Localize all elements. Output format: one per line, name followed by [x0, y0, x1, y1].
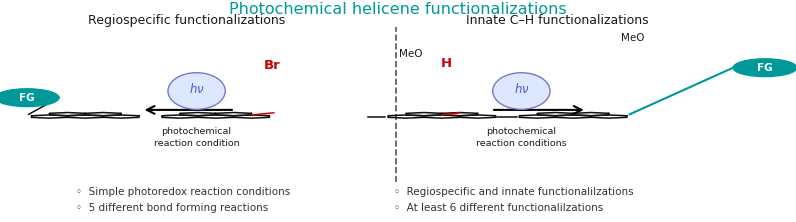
Text: ◦  5 different bond forming reactions: ◦ 5 different bond forming reactions — [76, 202, 268, 213]
Text: ◦  At least 6 different functionalilzations: ◦ At least 6 different functionalilzatio… — [394, 202, 603, 213]
Text: MeO: MeO — [399, 49, 423, 59]
Text: MeO: MeO — [621, 33, 645, 43]
Ellipse shape — [168, 73, 225, 109]
Text: Innate C–H functionalizations: Innate C–H functionalizations — [466, 14, 649, 28]
Circle shape — [733, 59, 796, 77]
Text: ◦  Simple photoredox reaction conditions: ◦ Simple photoredox reaction conditions — [76, 187, 290, 197]
Text: H: H — [441, 57, 452, 70]
Text: Br: Br — [263, 59, 281, 72]
Text: Photochemical helicene functionalizations: Photochemical helicene functionalization… — [229, 2, 567, 17]
Text: FG: FG — [19, 93, 35, 103]
Text: Regiospecific functionalizations: Regiospecific functionalizations — [88, 14, 286, 28]
Text: FG: FG — [757, 63, 773, 73]
Text: ◦  Regiospecific and innate functionalilzations: ◦ Regiospecific and innate functionalilz… — [394, 187, 634, 197]
Text: photochemical
reaction conditions: photochemical reaction conditions — [476, 127, 567, 148]
Ellipse shape — [493, 73, 550, 109]
Text: $h\nu$: $h\nu$ — [189, 82, 205, 96]
Circle shape — [0, 89, 59, 107]
Text: $h\nu$: $h\nu$ — [513, 82, 529, 96]
Text: photochemical
reaction condition: photochemical reaction condition — [154, 127, 240, 148]
